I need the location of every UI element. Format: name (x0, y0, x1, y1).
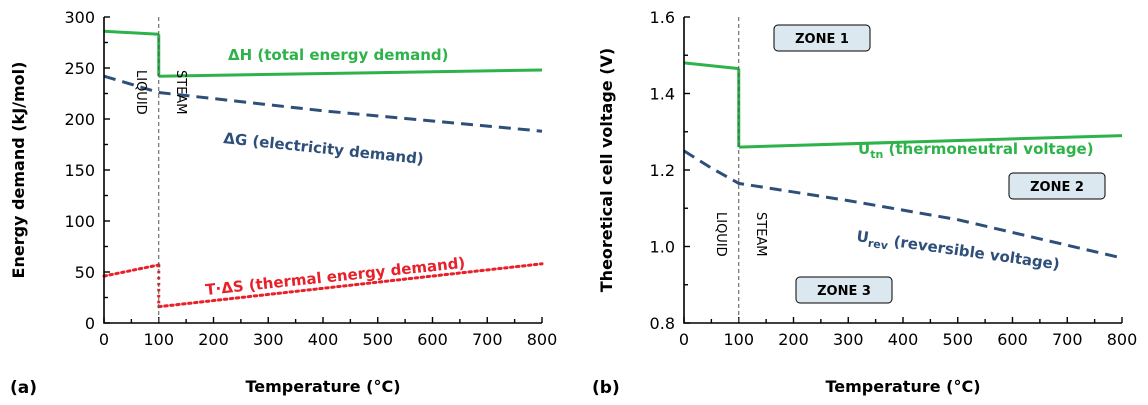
chart-a-xlabel: Temperature (°C) (245, 377, 400, 396)
chart-a-panel-label: (a) (10, 378, 37, 398)
y-tick-label: 200 (64, 110, 95, 129)
chart-a-steam-label: STEAM (173, 70, 188, 115)
y-tick-label: 0 (85, 314, 95, 333)
chart-a: 0 100 200 300 400 500 600 700 800 0 50 100 150 200 250… (9, 8, 557, 398)
series-0 (683, 61, 1123, 149)
urev-sub: rev (867, 237, 889, 253)
zone-3-label: ZONE 3 (817, 284, 871, 299)
chart-a-series-label-dh: ΔH (total energy demand) (228, 46, 448, 64)
x-tick-label: 500 (362, 330, 393, 349)
chart-a-ticks: 0 100 200 300 400 500 600 700 800 0 50 100 150 200 250… (64, 8, 557, 349)
zone-2-label: ZONE 2 (1030, 180, 1084, 195)
y-tick-label: 1.4 (650, 85, 675, 104)
utn-sub: tn (870, 148, 883, 161)
x-tick-label: 700 (1052, 330, 1083, 349)
x-tick-label: 800 (527, 330, 558, 349)
chart-b-xlabel: Temperature (°C) (825, 377, 980, 396)
series-line (103, 74, 543, 133)
series-line (103, 29, 159, 36)
series-line (157, 262, 544, 309)
series-line (158, 68, 543, 78)
y-tick-label: 250 (64, 59, 95, 78)
y-tick-label: 50 (75, 263, 95, 282)
y-tick-label: 150 (64, 161, 95, 180)
zone-2-box: ZONE 2 (1008, 172, 1106, 200)
x-tick-label: 400 (308, 330, 339, 349)
x-tick-label: 500 (942, 330, 973, 349)
x-tick-label: 300 (833, 330, 864, 349)
series-1 (103, 74, 543, 133)
x-tick-label: 200 (778, 330, 809, 349)
x-tick-label: 0 (679, 330, 689, 349)
x-tick-label: 700 (472, 330, 503, 349)
chart-b-panel-label: (b) (592, 378, 620, 398)
y-tick-label: 1.6 (650, 8, 675, 27)
utn-rest: (thermoneutral voltage) (883, 140, 1093, 158)
x-tick-label: 100 (143, 330, 174, 349)
zone-1-box: ZONE 1 (773, 24, 871, 52)
y-tick-label: 1.2 (650, 161, 675, 180)
x-tick-label: 600 (997, 330, 1028, 349)
chart-a-axes (103, 17, 542, 324)
chart-b-ticks: 0 100 200 300 400 500 600 700 800 0.8 1.0 1.2 1.4 1.6 (650, 8, 1138, 349)
series-line (683, 149, 1123, 260)
x-tick-label: 800 (1107, 330, 1138, 349)
chart-b-axes (683, 17, 1122, 324)
x-tick-label: 600 (417, 330, 448, 349)
x-tick-label: 400 (888, 330, 919, 349)
series-line (102, 263, 161, 278)
y-tick-label: 300 (64, 8, 95, 27)
chart-b-steam-label: STEAM (753, 212, 768, 257)
chart-b-series-label-urev: Urev (reversible voltage) (855, 227, 1061, 276)
utn-main: U (858, 140, 870, 158)
y-tick-label: 1.0 (650, 238, 675, 257)
chart-a-series (102, 29, 544, 309)
chart-b: 0 100 200 300 400 500 600 700 800 0.8 1.0 1.2 1.4 1.6… (592, 8, 1137, 398)
chart-a-series-label-dg: ΔG (electricity demand) (223, 129, 425, 168)
series-1 (683, 149, 1123, 260)
chart-b-liquid-label: LIQUID (713, 212, 728, 257)
x-tick-label: 200 (198, 330, 229, 349)
y-tick-label: 0.8 (650, 314, 675, 333)
series-line (738, 134, 1123, 149)
zone-1-label: ZONE 1 (795, 32, 849, 47)
urev-main: U (855, 227, 870, 247)
chart-b-ylabel: Theoretical cell voltage (V) (597, 48, 616, 292)
zone-3-box: ZONE 3 (795, 276, 893, 304)
x-tick-label: 300 (253, 330, 284, 349)
chart-b-series (683, 61, 1123, 260)
chart-a-ylabel: Energy demand (kJ/mol) (9, 62, 28, 279)
chart-b-series-label-utn: Utn (thermoneutral voltage) (858, 140, 1094, 161)
series-line (683, 61, 739, 71)
x-tick-label: 0 (99, 330, 109, 349)
x-tick-label: 100 (723, 330, 754, 349)
chart-a-liquid-label: LIQUID (133, 70, 148, 115)
y-tick-label: 100 (64, 212, 95, 231)
